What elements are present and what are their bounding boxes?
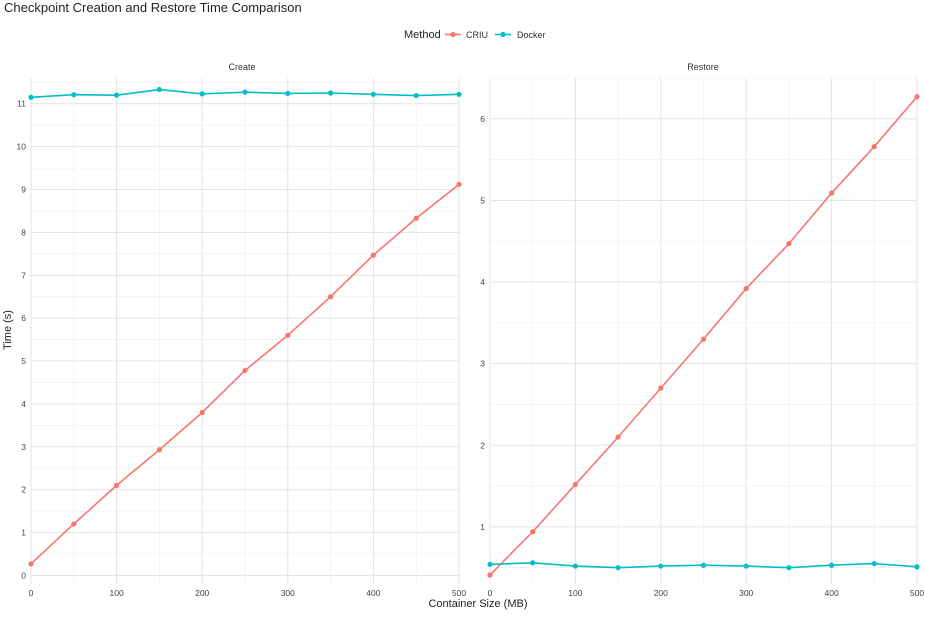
x-tick-label: 400: [366, 588, 380, 598]
data-point-criu: [914, 94, 920, 100]
gridlines-create: [30, 78, 460, 584]
data-point-docker: [487, 561, 493, 568]
legend-entry-criu: CRIU: [445, 30, 488, 40]
y-tick-label: 10: [17, 142, 27, 152]
data-point-docker: [871, 560, 877, 567]
y-tick-label: 11: [17, 99, 26, 109]
legend: Method CRIU Docker: [404, 29, 546, 41]
data-point-docker: [530, 560, 536, 566]
data-point-criu: [700, 336, 707, 342]
legend-label-criu: CRIU: [466, 30, 488, 40]
data-point-criu: [487, 572, 493, 578]
data-point-criu: [871, 143, 877, 150]
data-point-criu: [743, 285, 749, 292]
data-point-criu: [530, 529, 536, 535]
legend-title: Method: [404, 29, 441, 41]
y-tick-label: 6: [21, 313, 26, 323]
data-point-docker: [615, 565, 621, 571]
y-tick-label: 6: [480, 114, 485, 124]
facet-strip-label-restore: Restore: [687, 62, 719, 72]
x-tick-label: 200: [195, 588, 209, 598]
x-tick-label: 200: [654, 588, 668, 598]
data-point-docker: [413, 92, 419, 99]
tick-labels-restore: 0 100 200 300 400 500 1 2 3 4 5 6: [480, 114, 924, 598]
y-tick-label: 2: [21, 485, 26, 495]
data-point-criu: [114, 482, 120, 488]
series-criu-restore: [487, 94, 920, 578]
x-tick-label: 100: [110, 588, 124, 598]
data-point-docker: [456, 91, 462, 97]
y-tick-label: 2: [480, 440, 485, 450]
x-tick-label: 400: [825, 588, 839, 598]
y-tick-label: 4: [480, 277, 485, 287]
data-point-criu: [456, 181, 462, 187]
x-tick-label: 500: [910, 588, 924, 598]
legend-entry-docker: Docker: [495, 30, 546, 40]
data-point-docker: [242, 89, 248, 95]
x-tick-label: 0: [488, 588, 493, 598]
data-point-criu: [156, 447, 162, 453]
data-point-criu: [242, 367, 248, 374]
y-tick-label: 1: [480, 522, 485, 532]
data-point-docker: [572, 563, 579, 569]
data-point-docker: [829, 562, 835, 568]
y-tick-label: 4: [21, 399, 26, 409]
data-point-criu: [328, 294, 334, 300]
y-tick-label: 5: [480, 195, 485, 205]
y-tick-label: 3: [480, 359, 485, 369]
data-point-docker: [914, 564, 920, 570]
y-tick-label: 7: [21, 270, 26, 280]
facet-panel-create: Create 0 100 200 300 400 500 0 1 2 3 4 5 6 7 8 9 10 11: [17, 62, 467, 598]
tick-labels-create: 0 100 200 300 400 500 0 1 2 3 4 5 6 7 8 9 10 11: [17, 99, 467, 598]
x-tick-label: 300: [739, 588, 753, 598]
legend-key-point-criu: [450, 31, 456, 38]
data-point-docker: [285, 90, 291, 97]
data-point-docker: [199, 91, 205, 97]
facet-strip-label-create: Create: [228, 62, 255, 72]
data-point-docker: [328, 90, 334, 96]
data-point-criu: [285, 332, 291, 338]
data-point-docker: [71, 92, 77, 98]
data-point-criu: [413, 215, 419, 221]
data-point-criu: [71, 521, 77, 527]
legend-key-point-docker: [500, 31, 506, 38]
data-point-docker: [700, 562, 707, 568]
data-point-docker: [156, 86, 162, 93]
data-point-criu: [615, 434, 621, 440]
y-tick-label: 0: [21, 570, 26, 580]
series-criu-create: [28, 181, 462, 567]
data-point-docker: [743, 563, 749, 569]
x-axis-title: Container Size (MB): [428, 598, 527, 610]
y-tick-label: 1: [21, 528, 26, 538]
y-tick-label: 8: [21, 227, 26, 237]
facet-panel-restore: Restore 0 100 200 300 400 500 1 2 3 4 5 6: [480, 62, 924, 598]
x-tick-label: 300: [281, 588, 295, 598]
y-tick-label: 5: [21, 356, 26, 366]
data-point-docker: [370, 91, 376, 97]
data-point-docker: [114, 92, 120, 98]
x-tick-label: 500: [452, 588, 466, 598]
data-point-criu: [572, 481, 579, 488]
data-point-criu: [786, 241, 792, 247]
data-point-criu: [199, 409, 205, 416]
data-point-docker: [786, 565, 792, 571]
data-point-docker: [658, 563, 664, 569]
data-point-criu: [370, 252, 376, 258]
series-docker-restore: [487, 560, 920, 571]
data-point-criu: [28, 561, 34, 567]
x-tick-label: 0: [29, 588, 34, 598]
data-point-criu: [658, 385, 664, 391]
data-point-criu: [829, 190, 835, 196]
x-tick-label: 100: [568, 588, 582, 598]
legend-label-docker: Docker: [517, 30, 546, 40]
series-docker-create: [28, 86, 462, 100]
gridlines-restore: [489, 77, 918, 584]
y-tick-label: 3: [21, 442, 26, 452]
y-axis-title: Time (s): [2, 310, 14, 350]
data-point-docker: [28, 94, 34, 100]
y-tick-label: 9: [21, 184, 26, 194]
chart-title: Checkpoint Creation and Restore Time Com…: [4, 0, 302, 15]
